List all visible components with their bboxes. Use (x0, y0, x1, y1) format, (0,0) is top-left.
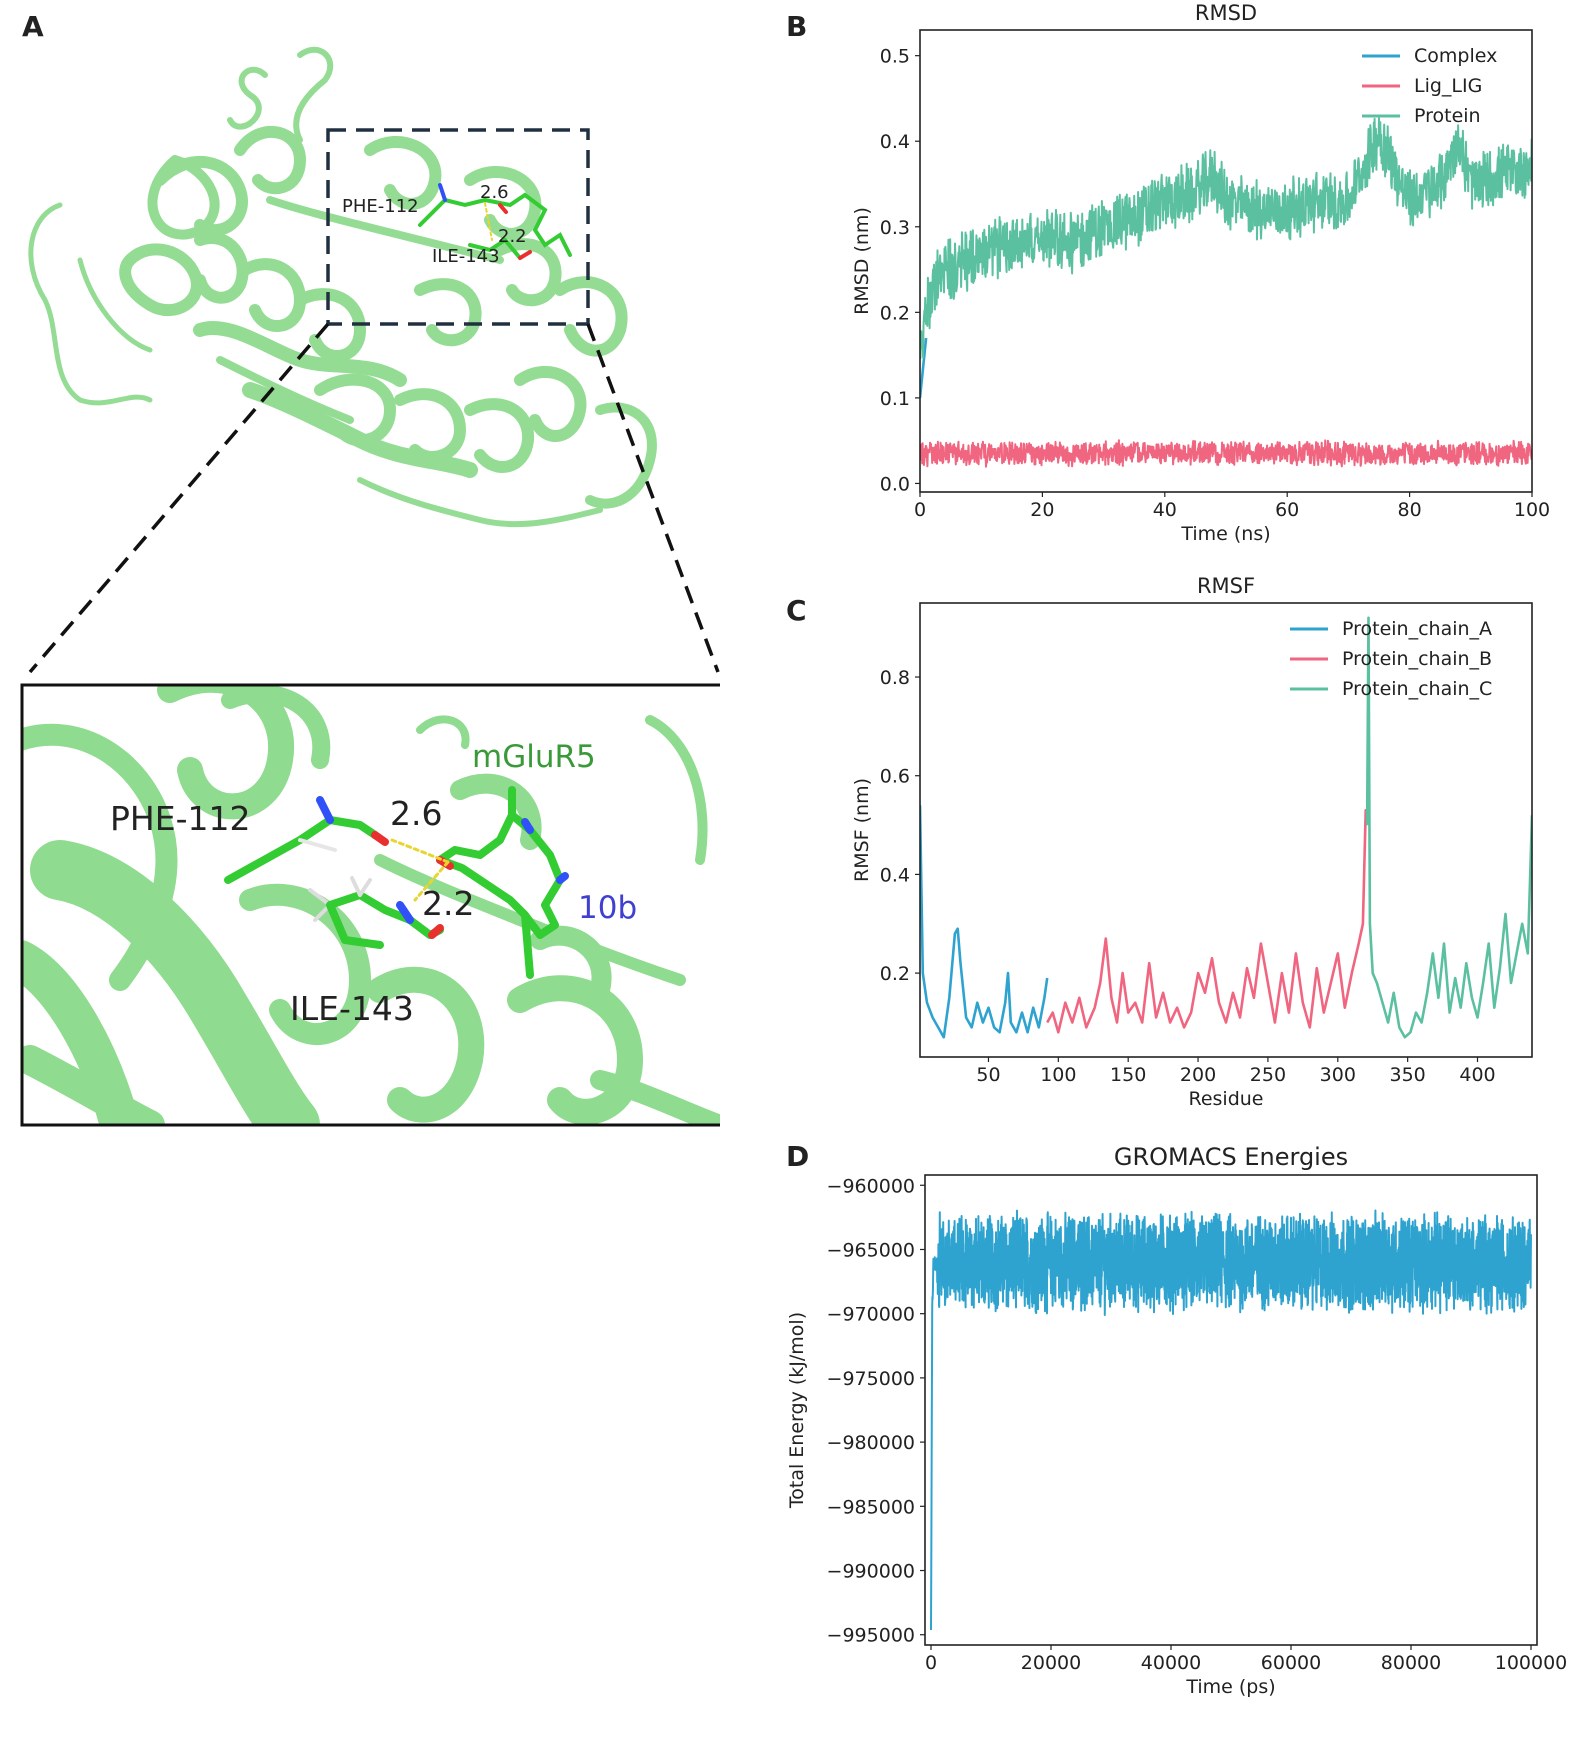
zoom-ligand-sticks (224, 786, 569, 979)
rmsf-plot-frame (919, 602, 1533, 1058)
rmsd-xtick-label: 40 (1153, 499, 1177, 521)
energy-xlabel: Time (ps) (1185, 1676, 1275, 1698)
rmsf-series-protein-chain-b (1046, 809, 1369, 1034)
rmsd-ytick-label: 0.5 (880, 46, 910, 68)
rmsd-series-protein (920, 117, 1532, 360)
zoom-cartoon (22, 685, 720, 1125)
zoom-connector-right (586, 323, 720, 673)
energy-xtick-label: 60000 (1261, 1652, 1321, 1674)
zoom-label-ile143: ILE-143 (290, 989, 414, 1028)
protein-overview-cartoon (28, 46, 657, 528)
energy-plot-frame (924, 1174, 1538, 1646)
rmsd-ytick-label: 0.4 (880, 131, 910, 153)
rmsf-title: RMSF (1197, 574, 1255, 598)
rmsd-xtick-label: 100 (1514, 499, 1550, 521)
energy-xtick-label: 20000 (1021, 1652, 1081, 1674)
rmsf-ytick-label: 0.6 (880, 766, 910, 788)
rmsd-xlabel: Time (ns) (1180, 523, 1270, 545)
panel-letter-a: A (22, 10, 44, 43)
rmsd-ytick-label: 0.2 (880, 302, 910, 324)
rmsd-plot-frame (919, 29, 1533, 493)
panel-letter-c: C (786, 594, 807, 627)
energy-ytick-label: −970000 (827, 1304, 915, 1326)
energy-title: GROMACS Energies (1114, 1143, 1348, 1171)
energy-ytick-label: −995000 (827, 1625, 915, 1647)
rmsf-xtick-label: 350 (1390, 1064, 1426, 1086)
zoom-connector-left (28, 322, 330, 674)
zoom-region-box (326, 128, 590, 326)
rmsd-title: RMSD (1195, 1, 1257, 25)
rmsd-xtick-label: 80 (1398, 499, 1422, 521)
zoom-panel-frame (20, 683, 720, 1127)
rmsf-xtick-label: 400 (1459, 1064, 1495, 1086)
energy-xtick-label: 0 (925, 1652, 937, 1674)
energy-ytick-label: −980000 (827, 1432, 915, 1454)
protein-structure-panel: PHE-112 ILE-143 2.6 2.2 (20, 46, 720, 1127)
energy-ytick-label: −960000 (827, 1175, 915, 1197)
rmsd-ytick-label: 0.0 (880, 473, 910, 495)
rmsd-xtick-label: 60 (1275, 499, 1299, 521)
energy-xtick-label: 40000 (1141, 1652, 1201, 1674)
rmsf-chart: RMSF 50 100 150 200 250 300 350 400 0.2 0.4 0.6 0.8 R… (851, 574, 1533, 1110)
rmsf-xtick-label: 250 (1250, 1064, 1286, 1086)
zoom-distance-1: 2.6 (390, 794, 442, 833)
overview-distance-1: 2.6 (480, 182, 509, 203)
rmsd-series-complex (920, 337, 928, 399)
rmsf-ytick-label: 0.8 (880, 667, 910, 689)
overview-label-ile143: ILE-143 (432, 246, 500, 267)
energy-ytick-label: −985000 (827, 1496, 915, 1518)
rmsd-legend-label: Lig_LIG (1414, 75, 1482, 97)
rmsf-series-protein-chain-a (920, 805, 1049, 1039)
rmsd-legend-label: Complex (1414, 45, 1497, 67)
zoom-distance-2: 2.2 (422, 884, 474, 923)
rmsf-ytick-label: 0.2 (880, 963, 910, 985)
energy-xtick-label: 80000 (1381, 1652, 1441, 1674)
rmsf-xlabel: Residue (1188, 1088, 1263, 1110)
rmsf-ytick-label: 0.4 (880, 864, 910, 886)
energy-ytick-label: −975000 (827, 1368, 915, 1390)
rmsd-legend-label: Protein (1414, 105, 1481, 127)
overview-ligand-sticks (418, 183, 572, 260)
rmsd-ylabel: RMSD (nm) (851, 207, 873, 315)
rmsf-ylabel: RMSF (nm) (851, 778, 873, 882)
panel-letter-b: B (786, 10, 808, 43)
rmsd-xtick-label: 0 (914, 499, 926, 521)
rmsd-ytick-label: 0.3 (880, 217, 910, 239)
rmsf-xtick-label: 50 (976, 1064, 1000, 1086)
rmsf-legend-label: Protein_chain_C (1342, 678, 1492, 700)
overview-distance-2: 2.2 (498, 226, 527, 247)
rmsd-xtick-label: 20 (1030, 499, 1054, 521)
energy-series-total-energy (930, 1209, 1532, 1631)
zoom-label-protein: mGluR5 (472, 739, 596, 775)
rmsd-ytick-label: 0.1 (880, 388, 910, 410)
energy-ytick-label: −990000 (827, 1561, 915, 1583)
zoom-label-ligand: 10b (578, 890, 637, 926)
rmsf-legend-label: Protein_chain_A (1342, 618, 1492, 640)
overview-label-phe112: PHE-112 (342, 196, 419, 217)
rmsf-xtick-label: 100 (1040, 1064, 1076, 1086)
rmsf-xtick-label: 300 (1320, 1064, 1356, 1086)
energy-xtick-label: 100000 (1495, 1652, 1568, 1674)
rmsf-series-protein-chain-c (1365, 616, 1532, 1039)
rmsf-xtick-label: 200 (1180, 1064, 1216, 1086)
energy-ytick-label: −965000 (827, 1239, 915, 1261)
energy-ylabel: Total Energy (kJ/mol) (786, 1312, 808, 1509)
zoom-label-phe112: PHE-112 (110, 799, 250, 838)
panel-letter-d: D (786, 1140, 810, 1173)
energy-chart: GROMACS Energies 0 20000 40000 60000 80000 100… (786, 1143, 1568, 1698)
rmsf-legend-label: Protein_chain_B (1342, 648, 1492, 670)
rmsd-chart: RMSD 0 20 40 60 80 100 0.0 0.1 0.2 0.3 0.4 0.5 Time (… (851, 1, 1550, 545)
rmsf-xtick-label: 150 (1110, 1064, 1146, 1086)
rmsd-series-lig-lig (920, 439, 1532, 468)
